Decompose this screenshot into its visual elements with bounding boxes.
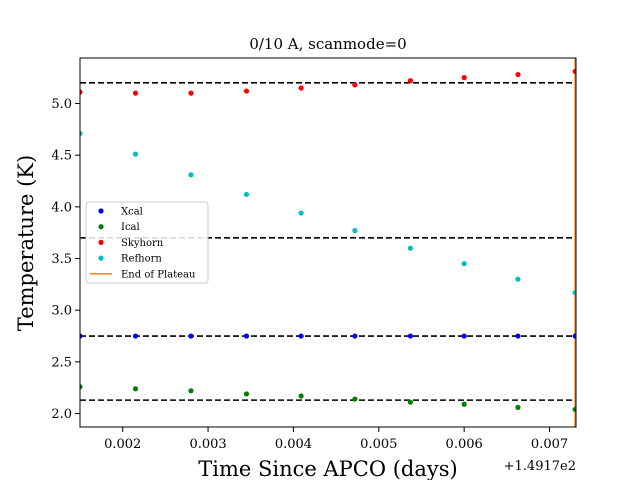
- data-point: [407, 399, 413, 405]
- x-tick-label: 0.007: [531, 437, 568, 452]
- data-point: [352, 82, 358, 88]
- data-point: [298, 393, 304, 399]
- data-point: [407, 245, 413, 251]
- legend-entry: Refhorn: [121, 254, 162, 265]
- y-tick-label: 5.0: [51, 97, 72, 112]
- y-tick-label: 3.0: [51, 304, 72, 319]
- legend-entry: Skyhorn: [121, 238, 164, 249]
- data-point: [515, 71, 521, 78]
- data-point: [243, 191, 250, 198]
- x-tick-label: 0.002: [104, 437, 141, 452]
- data-point: [572, 406, 576, 413]
- data-point: [80, 89, 83, 95]
- y-tick-label: 2.0: [51, 407, 72, 422]
- legend: Xcal Ical Skyhorn Refhorn End of Plateau: [85, 201, 209, 284]
- legend-marker: [98, 255, 104, 261]
- data-point: [132, 90, 139, 96]
- data-point: [572, 68, 576, 75]
- y-tick-label: 3.5: [51, 252, 72, 267]
- data-point: [352, 228, 358, 234]
- data-point: [132, 386, 139, 392]
- x-offset-text: +1.4917e2: [504, 459, 576, 474]
- data-point: [188, 172, 194, 178]
- data-point: [243, 333, 250, 339]
- legend-box: [85, 201, 209, 284]
- data-point: [515, 276, 521, 282]
- data-point: [572, 290, 576, 296]
- data-point: [188, 388, 194, 394]
- y-tick-label: 2.5: [51, 355, 72, 370]
- data-point: [243, 88, 250, 94]
- data-point: [188, 90, 194, 96]
- data-point: [243, 391, 250, 397]
- legend-entry: Xcal: [121, 207, 143, 218]
- data-point: [80, 384, 83, 390]
- data-point: [80, 130, 83, 137]
- data-point: [407, 78, 413, 84]
- data-point: [298, 85, 304, 91]
- data-point: [572, 333, 576, 339]
- y-tick-label: 4.0: [51, 200, 72, 215]
- x-tick-label: 0.005: [360, 437, 397, 452]
- y-axis-label: Temperature (K): [14, 155, 38, 331]
- legend-entry: Ical: [121, 222, 140, 233]
- data-point: [352, 396, 358, 402]
- data-point: [515, 404, 521, 410]
- data-point: [515, 333, 521, 339]
- plot-area: 0.002 0.003 0.004 0.005 0.006 0.007 2.0 2.5 3.0 3…: [51, 57, 577, 452]
- data-point: [461, 261, 467, 267]
- x-tick-label: 0.003: [189, 437, 226, 452]
- data-point: [132, 333, 139, 339]
- chart-title: 0/10 A, scanmode=0: [249, 35, 406, 53]
- data-point: [352, 333, 358, 339]
- legend-entry: End of Plateau: [121, 269, 196, 280]
- data-point: [80, 333, 83, 339]
- legend-marker: [98, 224, 104, 230]
- data-point: [298, 210, 304, 216]
- data-point: [407, 333, 413, 339]
- x-tick-label: 0.006: [446, 437, 483, 452]
- y-tick-label: 4.5: [51, 149, 72, 164]
- axes-frame: [79, 57, 577, 428]
- legend-marker: [98, 208, 104, 214]
- x-axis-label: Time Since APCO (days): [198, 457, 457, 480]
- data-point: [188, 333, 194, 339]
- data-point: [461, 75, 467, 81]
- data-point: [132, 151, 139, 157]
- data-point: [461, 401, 467, 407]
- data-point: [461, 333, 467, 339]
- data-point: [298, 333, 304, 339]
- legend-marker: [98, 239, 104, 245]
- x-tick-label: 0.004: [275, 437, 312, 452]
